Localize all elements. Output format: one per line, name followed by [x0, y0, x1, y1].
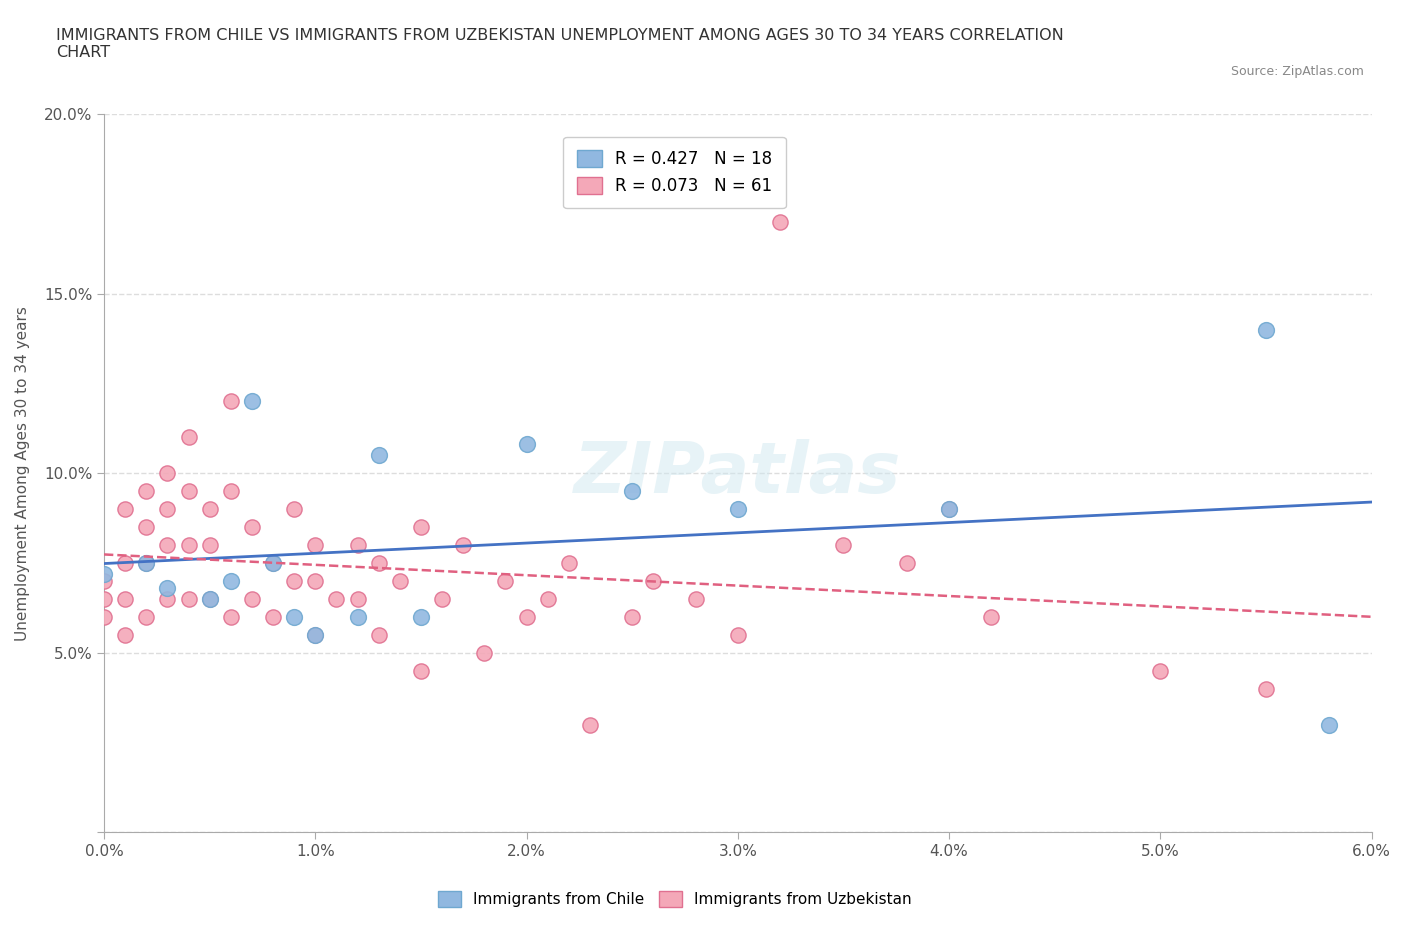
Point: [93, 609, 115, 624]
Point: [1317, 717, 1340, 732]
Point: [114, 555, 136, 570]
Point: [472, 645, 495, 660]
Point: [156, 538, 179, 552]
Point: [156, 591, 179, 606]
Point: [304, 538, 326, 552]
Point: [409, 520, 432, 535]
Point: [727, 501, 749, 516]
Y-axis label: Unemployment Among Ages 30 to 34 years: Unemployment Among Ages 30 to 34 years: [15, 306, 30, 641]
Point: [579, 717, 602, 732]
Point: [198, 591, 221, 606]
Text: ZIPatlas: ZIPatlas: [574, 439, 901, 508]
Point: [346, 609, 368, 624]
Point: [516, 437, 538, 452]
Point: [156, 466, 179, 481]
Point: [1149, 663, 1171, 678]
Point: [621, 484, 644, 498]
Point: [304, 628, 326, 643]
Point: [240, 394, 263, 409]
Point: [1254, 322, 1277, 337]
Point: [240, 520, 263, 535]
Point: [938, 501, 960, 516]
Point: [367, 555, 389, 570]
Point: [409, 663, 432, 678]
Point: [388, 574, 411, 589]
Point: [1254, 682, 1277, 697]
Point: [283, 574, 305, 589]
Point: [769, 214, 792, 229]
Point: [135, 520, 157, 535]
Point: [643, 574, 665, 589]
Point: [219, 574, 242, 589]
Point: [198, 501, 221, 516]
Point: [537, 591, 560, 606]
Point: [304, 628, 326, 643]
Point: [198, 591, 221, 606]
Text: IMMIGRANTS FROM CHILE VS IMMIGRANTS FROM UZBEKISTAN UNEMPLOYMENT AMONG AGES 30 T: IMMIGRANTS FROM CHILE VS IMMIGRANTS FROM…: [56, 28, 1064, 60]
Point: [262, 609, 284, 624]
Point: [156, 580, 179, 595]
Point: [283, 609, 305, 624]
Point: [177, 484, 200, 498]
Point: [621, 609, 644, 624]
Legend: R = 0.427   N = 18, R = 0.073   N = 61: R = 0.427 N = 18, R = 0.073 N = 61: [564, 137, 786, 208]
Legend: Immigrants from Chile, Immigrants from Uzbekistan: Immigrants from Chile, Immigrants from U…: [432, 884, 918, 913]
Point: [114, 628, 136, 643]
Point: [727, 628, 749, 643]
Text: Source: ZipAtlas.com: Source: ZipAtlas.com: [1230, 65, 1364, 78]
Point: [494, 574, 516, 589]
Point: [114, 501, 136, 516]
Point: [114, 591, 136, 606]
Point: [685, 591, 707, 606]
Point: [135, 484, 157, 498]
Point: [558, 555, 581, 570]
Point: [219, 484, 242, 498]
Point: [325, 591, 347, 606]
Point: [93, 574, 115, 589]
Point: [346, 591, 368, 606]
Point: [93, 566, 115, 581]
Point: [896, 555, 918, 570]
Point: [156, 501, 179, 516]
Point: [177, 591, 200, 606]
Point: [219, 609, 242, 624]
Point: [451, 538, 474, 552]
Point: [135, 555, 157, 570]
Point: [177, 538, 200, 552]
Point: [304, 574, 326, 589]
Point: [93, 591, 115, 606]
Point: [177, 430, 200, 445]
Point: [346, 538, 368, 552]
Point: [219, 394, 242, 409]
Point: [938, 501, 960, 516]
Point: [135, 555, 157, 570]
Point: [367, 448, 389, 463]
Point: [135, 609, 157, 624]
Point: [240, 591, 263, 606]
Point: [516, 609, 538, 624]
Point: [262, 555, 284, 570]
Point: [283, 501, 305, 516]
Point: [832, 538, 855, 552]
Point: [980, 609, 1002, 624]
Point: [198, 538, 221, 552]
Point: [409, 609, 432, 624]
Point: [430, 591, 453, 606]
Point: [262, 555, 284, 570]
Point: [367, 628, 389, 643]
